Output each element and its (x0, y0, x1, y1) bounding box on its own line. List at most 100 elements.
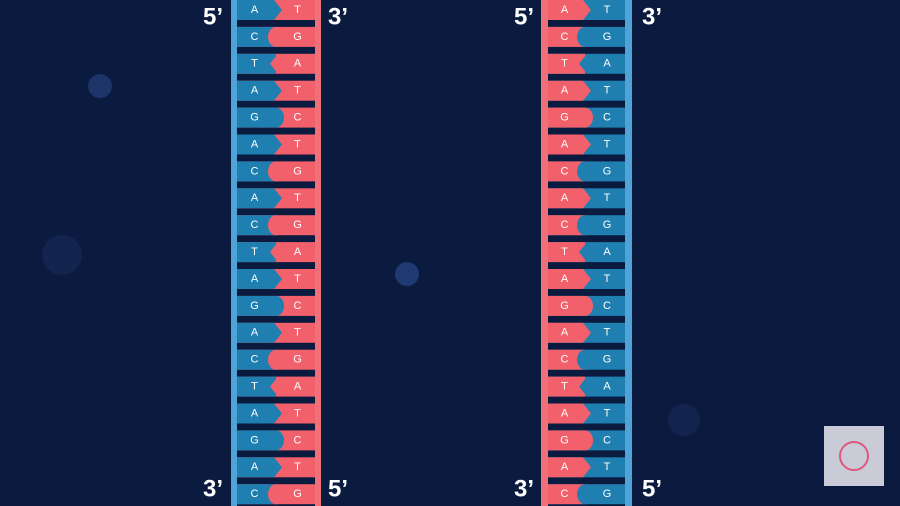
base-cell (237, 295, 276, 316)
base-cell (548, 322, 591, 343)
base-label: G (603, 354, 612, 366)
base-label: A (603, 381, 611, 393)
base-label: G (250, 112, 259, 124)
base-cell (237, 53, 276, 74)
base-cell (577, 349, 593, 370)
base-label: T (294, 4, 301, 16)
backbone (231, 0, 237, 506)
base-label: C (603, 300, 611, 312)
base-cell (548, 269, 591, 289)
base-cell (268, 484, 284, 505)
base-cell (548, 484, 585, 505)
base-cell (268, 215, 284, 236)
backbone (625, 0, 632, 506)
base-cell (548, 161, 585, 182)
base-cell (548, 376, 585, 397)
base-label: T (294, 138, 301, 150)
base-cell (270, 242, 278, 263)
base-cell (268, 107, 284, 128)
base-cell (237, 403, 282, 424)
base-label: G (603, 219, 612, 231)
base-cell (270, 376, 278, 397)
end-label: 5’ (203, 3, 223, 30)
base-label: T (294, 327, 301, 339)
base-cell (577, 430, 593, 451)
base-label: C (561, 31, 569, 43)
base-cell (577, 107, 593, 128)
base-cell (577, 215, 593, 236)
base-cell (548, 349, 585, 370)
base-cell (237, 26, 276, 47)
base-cell (237, 349, 276, 370)
base-label: C (294, 300, 302, 312)
base-cell (548, 430, 585, 451)
end-label: 3’ (514, 475, 534, 502)
base-label: T (604, 407, 611, 419)
base-label: T (604, 192, 611, 204)
base-cell (579, 242, 587, 263)
base-cell (237, 134, 282, 155)
base-cell (548, 134, 591, 155)
base-cell (237, 107, 276, 128)
base-label: T (251, 246, 258, 258)
end-label: 5’ (514, 3, 534, 30)
base-cell (268, 295, 284, 316)
base-cell (237, 376, 276, 397)
base-label: A (561, 138, 569, 150)
base-cell (268, 349, 284, 370)
base-cell (237, 322, 282, 343)
base-cell (268, 161, 284, 182)
base-cell (268, 430, 284, 451)
base-cell (577, 484, 593, 505)
base-label: C (603, 112, 611, 124)
base-label: A (251, 138, 259, 150)
base-label: T (294, 461, 301, 473)
base-cell (237, 242, 276, 263)
logo-icon (839, 441, 869, 471)
base-label: G (560, 434, 569, 446)
base-label: T (604, 273, 611, 285)
backbone (315, 0, 321, 506)
base-cell (237, 215, 276, 236)
base-label: G (603, 31, 612, 43)
base-label: A (251, 192, 259, 204)
end-label: 3’ (328, 3, 348, 30)
base-label: A (251, 4, 259, 16)
base-label: C (251, 165, 259, 177)
base-label: C (294, 112, 302, 124)
base-cell (577, 161, 593, 182)
base-label: A (561, 85, 569, 97)
base-label: C (561, 354, 569, 366)
base-label: C (603, 434, 611, 446)
base-label: C (561, 165, 569, 177)
base-label: T (604, 4, 611, 16)
end-label: 3’ (203, 475, 223, 502)
base-cell (237, 457, 282, 478)
base-label: A (294, 58, 302, 70)
base-cell (237, 484, 276, 505)
base-cell (577, 26, 593, 47)
base-cell (548, 215, 585, 236)
base-label: A (603, 58, 611, 70)
base-label: C (251, 354, 259, 366)
bubble (88, 74, 112, 98)
base-label: A (561, 327, 569, 339)
base-label: T (561, 246, 568, 258)
base-label: G (293, 354, 302, 366)
base-cell (548, 242, 585, 263)
base-cell (270, 53, 278, 74)
end-label: 5’ (642, 475, 662, 502)
base-label: G (293, 31, 302, 43)
base-label: G (603, 165, 612, 177)
base-cell (577, 295, 593, 316)
base-label: A (561, 4, 569, 16)
base-label: T (561, 381, 568, 393)
bubble (668, 404, 700, 436)
base-label: T (561, 58, 568, 70)
base-label: A (251, 85, 259, 97)
base-label: G (603, 488, 612, 500)
base-cell (237, 0, 282, 20)
base-cell (548, 188, 591, 209)
